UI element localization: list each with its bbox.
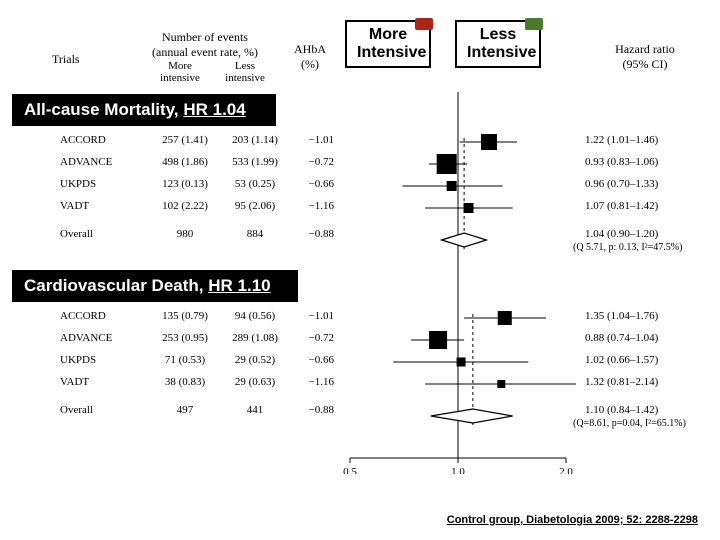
- cell-hr: 1.10 (0.84–1.42): [585, 404, 715, 416]
- cell-less: 884: [220, 228, 290, 240]
- cell-hr: 0.93 (0.83–1.06): [585, 156, 715, 168]
- cell-ahba: −0.66: [290, 178, 334, 190]
- favors-less-intensive-box: Less Intensive: [455, 20, 541, 68]
- cell-less: 29 (0.63): [220, 376, 290, 388]
- cell-trial: Overall: [60, 228, 140, 240]
- section2-hr: HR 1.10: [208, 276, 270, 295]
- cell-more: 123 (0.13): [150, 178, 220, 190]
- less-tab-corner: [525, 18, 543, 30]
- cell-ahba: −0.66: [290, 354, 334, 366]
- cell-hr: 1.32 (0.81–2.14): [585, 376, 715, 388]
- cell-trial: UKPDS: [60, 178, 140, 190]
- cell-ahba: −0.88: [290, 228, 334, 240]
- favors-more-intensive-box: More Intensive: [345, 20, 431, 68]
- cell-ahba: −1.16: [290, 200, 334, 212]
- cell-hr: 1.22 (1.01–1.46): [585, 134, 715, 146]
- cell-more: 102 (2.22): [150, 200, 220, 212]
- cell-more: 498 (1.86): [150, 156, 220, 168]
- cell-hr: 1.04 (0.90–1.20): [585, 228, 715, 240]
- cell-less: 94 (0.56): [220, 310, 290, 322]
- hdr-ahba: AHbA (%): [290, 42, 330, 72]
- hdr-more-intensive: More intensive: [150, 60, 210, 84]
- cell-trial: VADT: [60, 376, 140, 388]
- cell-less: 441: [220, 404, 290, 416]
- section1-hr: HR 1.04: [183, 100, 245, 119]
- cell-trial: Overall: [60, 404, 140, 416]
- cell-more: 257 (1.41): [150, 134, 220, 146]
- cell-hr: 0.88 (0.74–1.04): [585, 332, 715, 344]
- svg-text:0.5: 0.5: [343, 466, 357, 474]
- citation: Control group, Diabetologia 2009; 52: 22…: [447, 514, 698, 526]
- cell-ahba: −1.01: [290, 134, 334, 146]
- cell-more: 71 (0.53): [150, 354, 220, 366]
- cell-less: 29 (0.52): [220, 354, 290, 366]
- favors-less-label: Less Intensive: [467, 26, 536, 61]
- favors-more-label: More Intensive: [357, 26, 426, 61]
- forest-plot: 0.51.02.0Hazard ratio (95% CI): [340, 88, 576, 474]
- cell-more: 135 (0.79): [150, 310, 220, 322]
- cell-less: 533 (1.99): [220, 156, 290, 168]
- cell-less: 53 (0.25): [220, 178, 290, 190]
- cell-trial: ACCORD: [60, 310, 140, 322]
- hdr-number-of-events: Number of events (annual event rate, %): [130, 30, 280, 60]
- cell-hr: 1.07 (0.81–1.42): [585, 200, 715, 212]
- cell-more: 253 (0.95): [150, 332, 220, 344]
- cell-trial: ADVANCE: [60, 156, 140, 168]
- cell-ahba: −0.72: [290, 156, 334, 168]
- cell-trial: VADT: [60, 200, 140, 212]
- svg-text:2.0: 2.0: [559, 466, 573, 474]
- cell-more: 497: [150, 404, 220, 416]
- cell-hr: 1.35 (1.04–1.76): [585, 310, 715, 322]
- hdr-hazard-ratio: Hazard ratio (95% CI): [585, 42, 705, 72]
- hdr-less-intensive: Less intensive: [215, 60, 275, 84]
- cell-ahba: −1.16: [290, 376, 334, 388]
- cell-trial: UKPDS: [60, 354, 140, 366]
- section2-prefix: Cardiovascular Death,: [24, 276, 208, 295]
- svg-text:1.0: 1.0: [451, 466, 465, 474]
- cell-less: 95 (2.06): [220, 200, 290, 212]
- section1-prefix: All-cause Mortality,: [24, 100, 183, 119]
- cell-trial: ACCORD: [60, 134, 140, 146]
- cell-q: (Q=8.61, p=0.04, I²=65.1%): [573, 418, 720, 429]
- cell-ahba: −0.88: [290, 404, 334, 416]
- cell-ahba: −0.72: [290, 332, 334, 344]
- cell-more: 980: [150, 228, 220, 240]
- cell-trial: ADVANCE: [60, 332, 140, 344]
- cell-q: (Q 5.71, p: 0.13, I²=47.5%): [573, 242, 720, 253]
- section-cardiovascular-death: Cardiovascular Death, HR 1.10: [12, 270, 298, 302]
- cell-less: 289 (1.08): [220, 332, 290, 344]
- cell-more: 38 (0.83): [150, 376, 220, 388]
- cell-hr: 0.96 (0.70–1.33): [585, 178, 715, 190]
- cell-less: 203 (1.14): [220, 134, 290, 146]
- more-tab-corner: [415, 18, 433, 30]
- cell-ahba: −1.01: [290, 310, 334, 322]
- hdr-trials: Trials: [52, 52, 80, 67]
- section-all-cause-mortality: All-cause Mortality, HR 1.04: [12, 94, 276, 126]
- cell-hr: 1.02 (0.66–1.57): [585, 354, 715, 366]
